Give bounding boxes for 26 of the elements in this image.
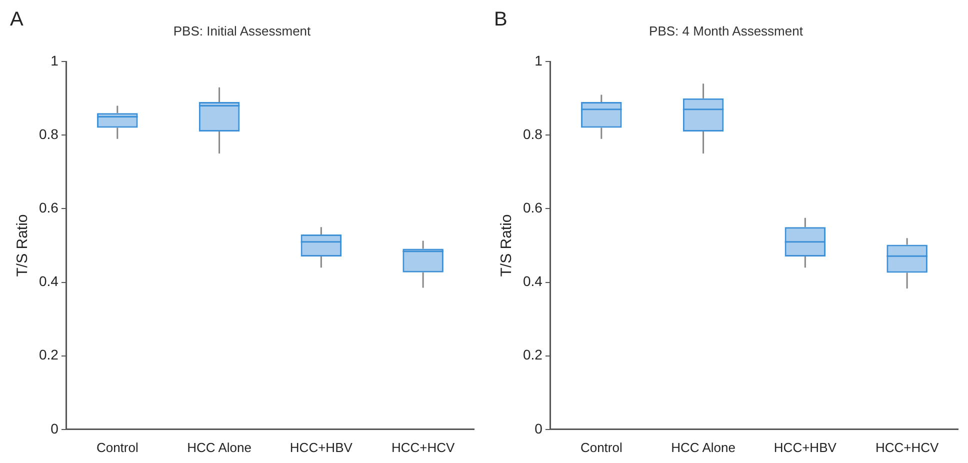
x-tick-label: HCC+HCV	[875, 440, 939, 455]
x-tick-label: HCC+HBV	[290, 440, 353, 455]
y-tick-label: 0	[50, 420, 59, 436]
text: A	[10, 8, 24, 31]
y-tick-label: 0	[534, 420, 543, 436]
y-tick-label: 0.4	[38, 273, 59, 290]
y-tick-label: 1	[50, 52, 59, 68]
y-tick-label: 0.6	[38, 200, 59, 216]
chart-title: PBS: Initial Assessment	[173, 23, 312, 38]
y-tick-label: 0.2	[38, 346, 59, 363]
x-tick-label: HCC Alone	[187, 440, 252, 455]
y-tick-label: 0.6	[522, 200, 543, 216]
x-tick-label: Control	[96, 440, 138, 455]
x-tick-label: Control	[580, 440, 622, 455]
y-tick-label: 0.8	[38, 126, 59, 142]
text: B	[494, 8, 508, 31]
y-axis-title: T/S Ratio	[498, 214, 516, 277]
y-tick-label: 1	[534, 52, 543, 68]
y-axis-title: T/S Ratio	[14, 214, 32, 277]
y-tick-label: 0.2	[522, 346, 543, 363]
chart-title: PBS: 4 Month Assessment	[649, 23, 804, 38]
x-tick-label: HCC+HCV	[391, 440, 455, 455]
y-tick-label: 0.4	[522, 273, 543, 290]
x-tick-label: HCC+HBV	[774, 440, 837, 455]
y-tick-label: 0.8	[522, 126, 543, 142]
x-tick-label: HCC Alone	[671, 440, 736, 455]
